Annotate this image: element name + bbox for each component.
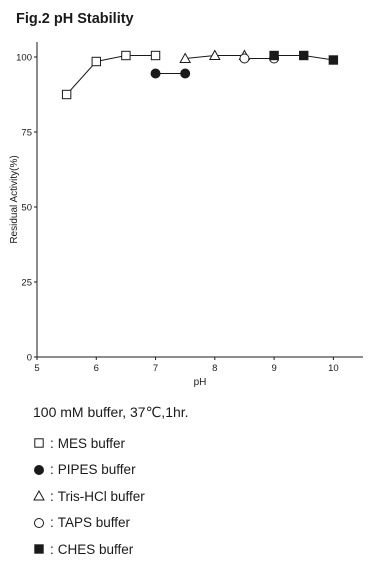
data-point bbox=[180, 68, 191, 79]
legend-marker-glyph bbox=[34, 544, 44, 554]
series-pipes-buffer bbox=[150, 68, 191, 79]
legend-marker-shape bbox=[34, 438, 44, 448]
legend-separator: : bbox=[50, 435, 54, 451]
legend-separator: : bbox=[50, 541, 54, 557]
figure-title: Fig.2 pH Stability bbox=[16, 11, 134, 27]
x-tick-label: 7 bbox=[153, 363, 158, 374]
data-point bbox=[208, 49, 221, 60]
y-tick-label: 0 bbox=[27, 353, 32, 364]
data-point bbox=[328, 55, 339, 65]
x-tick-label: 6 bbox=[94, 363, 99, 374]
series-mes-buffer bbox=[61, 50, 161, 100]
y-tick-label: 25 bbox=[21, 278, 32, 289]
data-point bbox=[179, 52, 192, 63]
data-point bbox=[61, 89, 72, 100]
legend-marker-shape bbox=[34, 517, 44, 528]
legend-label: TAPS buffer bbox=[57, 515, 131, 531]
legend-item-mes: : MES buffer bbox=[33, 430, 145, 457]
y-tick-label: 50 bbox=[21, 203, 32, 214]
axes: 0 25 50 75 100 5 6 7 8 9 10 bbox=[16, 42, 363, 374]
series-ches-buffer bbox=[269, 50, 339, 65]
x-tick-label: 8 bbox=[212, 363, 217, 374]
condition-note: 100 mM buffer, 37℃,1hr. bbox=[33, 404, 189, 420]
legend-separator: : bbox=[50, 515, 54, 531]
legend-item-taps: : TAPS buffer bbox=[33, 510, 145, 537]
series-tris-hcl-buffer bbox=[179, 49, 251, 63]
legend-marker bbox=[33, 542, 49, 556]
data-point bbox=[239, 53, 250, 64]
legend-marker-shape bbox=[34, 544, 44, 554]
data-point bbox=[150, 50, 161, 61]
y-tick-label: 75 bbox=[21, 128, 32, 139]
legend: : MES buffer : PIPES buffer : Tris-HCl b… bbox=[33, 430, 145, 563]
series-layer bbox=[61, 49, 339, 100]
data-point bbox=[150, 68, 161, 79]
legend-marker bbox=[33, 463, 49, 477]
legend-label: CHES buffer bbox=[57, 541, 134, 557]
x-tick-label: 9 bbox=[271, 363, 276, 374]
data-point bbox=[269, 50, 279, 61]
y-tick-label: 100 bbox=[16, 53, 32, 64]
legend-item-pipes: : PIPES buffer bbox=[33, 457, 145, 484]
legend-marker-shape bbox=[33, 490, 45, 501]
data-point bbox=[299, 50, 309, 61]
legend-marker-shape bbox=[34, 464, 44, 475]
legend-item-tris-hcl: : Tris-HCl buffer bbox=[33, 483, 145, 510]
legend-label: Tris-HCl buffer bbox=[57, 488, 145, 504]
legend-marker-glyph bbox=[34, 464, 44, 475]
data-point bbox=[91, 56, 101, 67]
ph-stability-chart: 0 25 50 75 100 5 6 7 8 9 10 pH Residual Activity(%… bbox=[9, 42, 363, 388]
legend-separator: : bbox=[50, 488, 54, 504]
legend-marker-glyph bbox=[34, 438, 44, 448]
x-axis-label: pH bbox=[194, 377, 207, 388]
legend-item-ches: : CHES buffer bbox=[33, 536, 145, 563]
x-tick-label: 10 bbox=[328, 363, 339, 374]
legend-marker bbox=[33, 489, 49, 503]
data-point bbox=[121, 50, 131, 61]
legend-label: MES buffer bbox=[57, 435, 126, 451]
legend-marker-glyph bbox=[33, 490, 45, 501]
legend-label: PIPES buffer bbox=[57, 462, 136, 478]
legend-marker-glyph bbox=[34, 517, 44, 528]
legend-separator: : bbox=[50, 462, 54, 478]
legend-marker bbox=[33, 436, 49, 450]
legend-marker bbox=[33, 516, 49, 530]
y-axis-label: Residual Activity(%) bbox=[9, 155, 20, 243]
x-tick-label: 5 bbox=[34, 363, 39, 374]
series-line bbox=[66, 55, 156, 95]
